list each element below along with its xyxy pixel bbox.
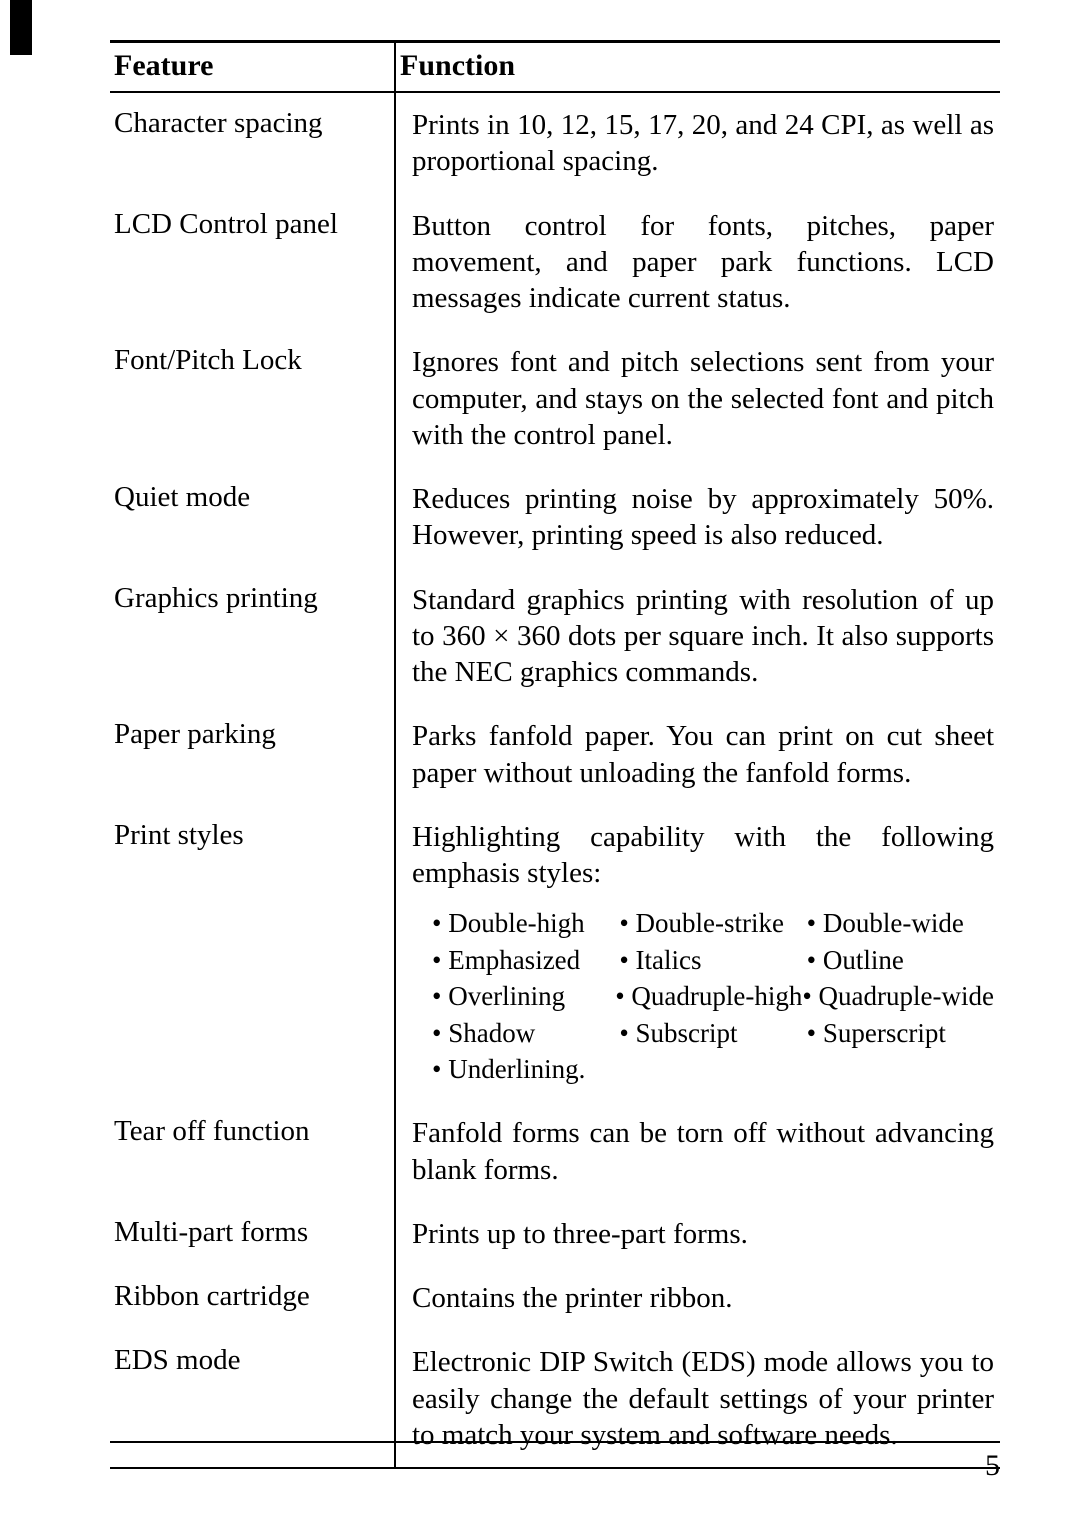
table-row: Character spacing Prints in 10, 12, 15, … [110, 92, 1000, 194]
table-row: Quiet mode Reduces printing noise by app… [110, 467, 1000, 568]
style-item: • Double-wide [807, 905, 994, 941]
function-cell: Standard graphics printing with resoluti… [395, 568, 1000, 705]
footer-rule [110, 1441, 1000, 1443]
table-row: Ribbon cartridge Contains the printer ri… [110, 1266, 1000, 1330]
feature-cell: Quiet mode [110, 467, 395, 568]
style-item [807, 1051, 994, 1087]
style-item: • Double-high [432, 905, 619, 941]
style-item: • Emphasized [432, 942, 619, 978]
style-item: • Shadow [432, 1015, 619, 1051]
feature-table: Feature Function Character spacing Print… [110, 40, 1000, 1469]
styles-row: • Double-high • Double-strike • Double-w… [432, 905, 994, 941]
function-cell: Ignores font and pitch selections sent f… [395, 330, 1000, 467]
page: Feature Function Character spacing Print… [0, 0, 1080, 1533]
styles-row: • Shadow • Subscript • Superscript [432, 1015, 994, 1051]
table-header-row: Feature Function [110, 42, 1000, 93]
function-cell: Reduces printing noise by approximately … [395, 467, 1000, 568]
print-styles-list: • Double-high • Double-strike • Double-w… [412, 905, 994, 1087]
table-row: Paper parking Parks fanfold paper. You c… [110, 704, 1000, 805]
footer: 5 [110, 1441, 1000, 1483]
feature-cell: Print styles [110, 805, 395, 1102]
table-row: Graphics printing Standard graphics prin… [110, 568, 1000, 705]
function-cell: Button control for fonts, pitches, paper… [395, 194, 1000, 331]
style-item: • Superscript [807, 1015, 994, 1051]
style-item: • Italics [619, 942, 806, 978]
feature-cell: Character spacing [110, 92, 395, 194]
table-row: Multi-part forms Prints up to three-part… [110, 1202, 1000, 1266]
function-cell: Fanfold forms can be torn off without ad… [395, 1101, 1000, 1202]
scan-tab [10, 0, 32, 55]
style-item [619, 1051, 806, 1087]
table-row: Font/Pitch Lock Ignores font and pitch s… [110, 330, 1000, 467]
feature-cell: Graphics printing [110, 568, 395, 705]
feature-cell: Tear off function [110, 1101, 395, 1202]
style-item: • Overlining [432, 978, 615, 1014]
function-cell: Prints up to three-part forms. [395, 1202, 1000, 1266]
print-styles-intro: Highlighting capability with the followi… [412, 821, 994, 889]
function-cell: Highlighting capability with the followi… [395, 805, 1000, 1102]
feature-cell: Multi-part forms [110, 1202, 395, 1266]
function-cell: Parks fanfold paper. You can print on cu… [395, 704, 1000, 805]
header-function: Function [395, 42, 1000, 93]
style-item: • Outline [807, 942, 994, 978]
header-feature: Feature [110, 42, 395, 93]
style-item: • Quadruple-high [615, 978, 802, 1014]
style-item: • Subscript [619, 1015, 806, 1051]
style-item: • Quadruple-wide [802, 978, 994, 1014]
style-item: • Double-strike [619, 905, 806, 941]
styles-row: • Overlining • Quadruple-high • Quadrupl… [432, 978, 994, 1014]
styles-row: • Underlining. [432, 1051, 994, 1087]
style-item: • Underlining. [432, 1051, 619, 1087]
function-cell: Prints in 10, 12, 15, 17, 20, and 24 CPI… [395, 92, 1000, 194]
feature-cell: Paper parking [110, 704, 395, 805]
feature-cell: Ribbon cartridge [110, 1266, 395, 1330]
feature-cell: LCD Control panel [110, 194, 395, 331]
function-cell: Contains the printer ribbon. [395, 1266, 1000, 1330]
table-row: Tear off function Fanfold forms can be t… [110, 1101, 1000, 1202]
styles-row: • Emphasized • Italics • Outline [432, 942, 994, 978]
feature-cell: Font/Pitch Lock [110, 330, 395, 467]
page-number: 5 [110, 1449, 1000, 1483]
table-row: Print styles Highlighting capability wit… [110, 805, 1000, 1102]
table-row: LCD Control panel Button control for fon… [110, 194, 1000, 331]
